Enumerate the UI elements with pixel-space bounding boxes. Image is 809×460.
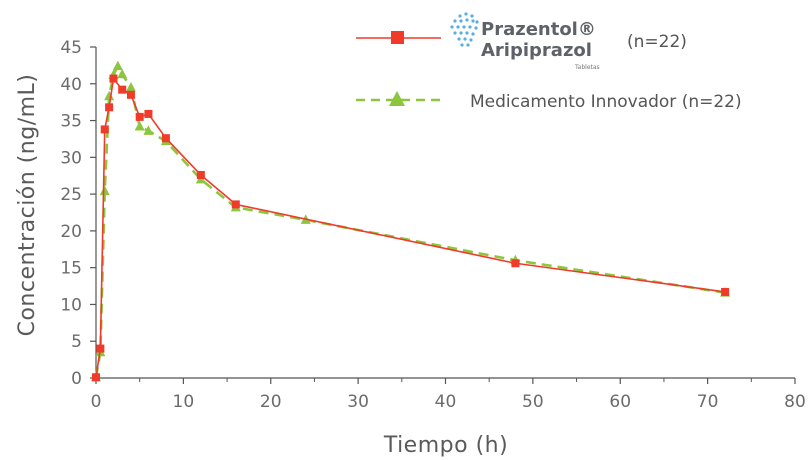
axes: 0 10 20 30 40 50 60 70 80 0 5 10 15 20 25 30 35 40 45 bbox=[60, 38, 805, 412]
y-tick-label: 25 bbox=[60, 185, 82, 205]
x-tick-label: 60 bbox=[609, 392, 631, 412]
y-tick-label: 45 bbox=[60, 38, 82, 58]
prazentol-point bbox=[92, 373, 100, 382]
prazentol-point bbox=[144, 109, 153, 118]
innovador-point bbox=[99, 185, 110, 196]
y-tick-label: 10 bbox=[60, 295, 82, 315]
x-tick-label: 80 bbox=[784, 392, 806, 412]
brand-name: Prazentol® bbox=[481, 19, 596, 40]
y-tick-label: 35 bbox=[60, 112, 82, 132]
prazentol-point bbox=[126, 90, 135, 99]
legend: Prazentol® Aripiprazol Tabletas (n=22) M… bbox=[356, 12, 742, 112]
prazentol-point bbox=[161, 134, 170, 143]
y-tick-label: 20 bbox=[60, 222, 82, 242]
y-tick-label: 40 bbox=[60, 75, 82, 95]
brand-n: (n=22) bbox=[627, 32, 687, 52]
prazentol-point bbox=[511, 259, 520, 268]
x-tick-label: 20 bbox=[260, 392, 282, 412]
prazentol-point bbox=[96, 344, 105, 353]
series-prazentol bbox=[92, 74, 730, 382]
prazentol-line bbox=[95, 77, 726, 378]
prazentol-point bbox=[100, 125, 109, 134]
brand-generic: Aripiprazol bbox=[481, 40, 592, 61]
prazentol-point bbox=[231, 200, 240, 209]
y-tick-label: 15 bbox=[60, 259, 82, 279]
x-tick-label: 40 bbox=[435, 392, 457, 412]
x-tick-label: 70 bbox=[697, 392, 719, 412]
prazentol-point bbox=[105, 103, 114, 112]
innovador-point bbox=[143, 125, 154, 135]
prazentol-point bbox=[196, 170, 205, 179]
legend-marker-square bbox=[391, 31, 404, 44]
innovador-point bbox=[117, 68, 128, 79]
x-tick-label: 30 bbox=[347, 392, 369, 412]
legend-marker-triangle bbox=[389, 91, 405, 106]
x-tick-label: 50 bbox=[522, 392, 544, 412]
y-axis-title: Concentración (ng/mL) bbox=[15, 74, 40, 337]
innovador-point bbox=[112, 60, 123, 71]
x-tick-label: 10 bbox=[173, 392, 195, 412]
y-tick-label: 0 bbox=[71, 369, 82, 389]
prazentol-logo-icon bbox=[450, 12, 479, 47]
innovator-label: Medicamento Innovador (n=22) bbox=[470, 92, 742, 112]
brand-form: Tabletas bbox=[574, 64, 600, 71]
innovador-point bbox=[134, 120, 145, 131]
y-tick-label: 30 bbox=[60, 148, 82, 168]
legend-entry-innovador: Medicamento Innovador (n=22) bbox=[356, 91, 742, 112]
x-tick-label: 0 bbox=[91, 392, 102, 412]
prazentol-point bbox=[135, 112, 144, 121]
prazentol-point bbox=[721, 287, 730, 296]
innovador-point bbox=[125, 81, 136, 92]
y-tick-label: 5 bbox=[71, 332, 82, 352]
innovador-line bbox=[94, 64, 726, 378]
legend-entry-prazentol: Prazentol® Aripiprazol Tabletas (n=22) bbox=[356, 12, 687, 71]
prazentol-point bbox=[118, 85, 127, 94]
innovador-point bbox=[104, 90, 115, 101]
prazentol-point bbox=[109, 74, 118, 83]
x-axis-title: Tiempo (h) bbox=[383, 433, 508, 458]
